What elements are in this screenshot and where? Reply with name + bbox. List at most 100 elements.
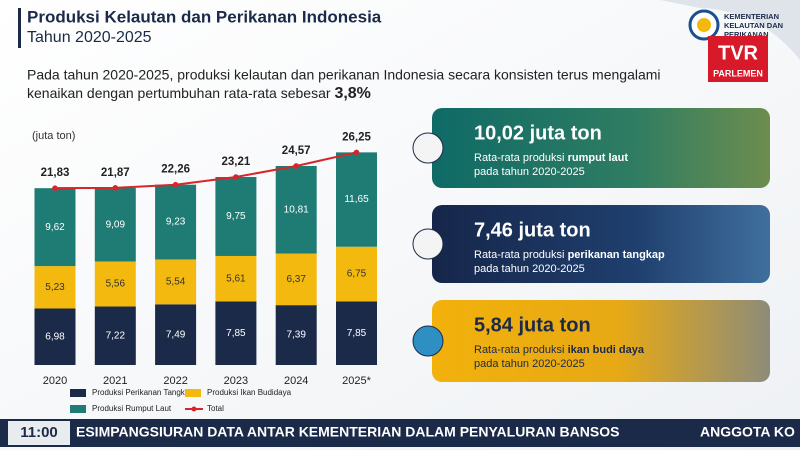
- bar-segment: [155, 259, 197, 305]
- total-label: 26,25: [342, 131, 371, 143]
- bar-segment: [94, 187, 136, 262]
- ticker-text: ESIMPANGSIURAN DATA ANTAR KEMENTERIAN DA…: [76, 424, 619, 440]
- subtitle: Tahun 2020-2025: [27, 29, 152, 46]
- segment-label: 7,49: [166, 329, 186, 340]
- legend-label: Produksi Rumput Laut: [92, 404, 172, 413]
- card-desc-line2: pada tahun 2020-2025: [474, 358, 585, 370]
- card-desc: Rata-rata produksi rumput laut: [474, 152, 628, 164]
- card-desc-line2: pada tahun 2020-2025: [474, 263, 585, 275]
- segment-label: 5,56: [106, 279, 126, 290]
- intro-line-1: Pada tahun 2020-2025, produksi kelautan …: [27, 67, 661, 83]
- ticker-bar: [0, 419, 800, 447]
- ticker-next: ANGGOTA KO: [700, 424, 795, 440]
- legend-label: Produksi Ikan Budidaya: [207, 388, 292, 397]
- card: [432, 108, 770, 188]
- total-line: [54, 151, 357, 190]
- total-point: [233, 174, 239, 180]
- x-tick-label: 2025*: [342, 375, 371, 387]
- segment-label: 10,81: [284, 204, 309, 215]
- bar-segment: [275, 165, 317, 254]
- intro-text: kenaikan dengan pertumbuhan rata-rata se…: [27, 85, 331, 101]
- total-point: [52, 185, 58, 191]
- card-desc: Rata-rata produksi perikanan tangkap: [474, 249, 665, 261]
- bar-segment: [275, 305, 317, 365]
- card-title: 10,02 juta ton: [474, 122, 602, 144]
- total-label: 21,87: [101, 167, 130, 179]
- legend-swatch: [185, 389, 201, 397]
- total-point: [353, 149, 360, 156]
- legend-swatch: [70, 405, 86, 413]
- segment-label: 5,54: [166, 277, 186, 288]
- ministry-name: KEMENTERIAN: [724, 12, 779, 21]
- card-desc-bold: rumput laut: [568, 152, 629, 164]
- unit-label: (juta ton): [32, 130, 75, 142]
- ministry-name: PERIKANAN: [724, 30, 769, 39]
- card-desc-text: Rata-rata produksi: [474, 344, 565, 356]
- header-curve: [660, 0, 800, 60]
- segment-label: 7,39: [286, 330, 306, 341]
- segment-label: 9,62: [45, 222, 65, 233]
- total-label: 23,21: [222, 156, 251, 168]
- card-desc-bold: perikanan tangkap: [568, 249, 665, 261]
- bar-segment: [34, 308, 76, 365]
- segment-label: 9,75: [226, 211, 246, 222]
- bar-segment: [336, 152, 377, 247]
- card-title: 7,46 juta ton: [474, 219, 591, 241]
- segment-label: 6,98: [45, 331, 65, 342]
- segment-label: 9,23: [166, 217, 186, 228]
- segment-label: 5,23: [45, 282, 65, 293]
- total-point: [293, 163, 300, 169]
- total-point: [112, 185, 119, 191]
- ministry-name: KELAUTAN DAN: [724, 21, 783, 30]
- x-tick-label: 2020: [43, 375, 67, 387]
- legend-label: Produksi Perikanan Tangkap: [92, 388, 194, 397]
- chart: 6,98 5,23 9,62 2020 7,22 5,56 9,09 2021 7,49 5,54…: [34, 131, 377, 413]
- channel-logo-sub: PARLEMEN: [713, 68, 763, 78]
- ministry-emblem-inner: [697, 18, 711, 32]
- legend-swatch: [70, 389, 86, 397]
- x-tick-label: 2021: [103, 375, 127, 387]
- card-title: 5,84 juta ton: [474, 314, 591, 336]
- channel-logo-text: TVR: [718, 42, 759, 64]
- intro-highlight: 3,8%: [334, 85, 370, 102]
- total-label: 22,26: [161, 164, 190, 176]
- legend-swatch: [191, 406, 197, 412]
- segment-label: 7,22: [106, 330, 126, 341]
- card-desc: Rata-rata produksi ikan budi daya: [474, 344, 645, 356]
- ticker-time-box: [8, 421, 70, 445]
- segment-label: 5,61: [226, 273, 246, 284]
- card: [432, 205, 770, 283]
- card-icon: [412, 228, 444, 260]
- card-desc-text: Rata-rata produksi: [474, 249, 565, 261]
- card-desc-text: Rata-rata produksi: [474, 152, 565, 164]
- card-desc-bold: ikan budi daya: [568, 344, 645, 356]
- card: [432, 300, 770, 382]
- title: Produksi Kelautan dan Perikanan Indonesi…: [27, 7, 382, 26]
- x-tick-label: 2024: [284, 375, 308, 387]
- bar-segment: [34, 188, 76, 267]
- segment-label: 11,65: [344, 194, 369, 205]
- bar-segment: [336, 301, 377, 365]
- card-icon: [412, 132, 444, 164]
- bar-segment: [336, 246, 377, 302]
- x-tick-label: 2023: [224, 375, 248, 387]
- legend-label: Total: [207, 404, 224, 413]
- segment-label: 9,09: [106, 219, 126, 230]
- bar-segment: [94, 261, 136, 307]
- segment-label: 7,85: [347, 328, 367, 339]
- bar-segment: [155, 304, 197, 365]
- bar-segment: [215, 301, 257, 365]
- x-tick-label: 2022: [163, 375, 187, 387]
- segment-label: 6,37: [286, 274, 306, 285]
- cards: 10,02 juta ton Rata-rata produksi rumput …: [412, 108, 770, 382]
- bar-segment: [155, 184, 197, 260]
- card-icon: [412, 325, 444, 357]
- channel-logo: [708, 36, 768, 82]
- bar-segment: [215, 176, 257, 256]
- total-point: [172, 181, 179, 188]
- total-label: 21,83: [41, 167, 70, 179]
- segment-label: 6,75: [347, 269, 367, 280]
- bar-segment: [275, 253, 317, 306]
- intro-line-2: kenaikan dengan pertumbuhan rata-rata se…: [27, 85, 371, 103]
